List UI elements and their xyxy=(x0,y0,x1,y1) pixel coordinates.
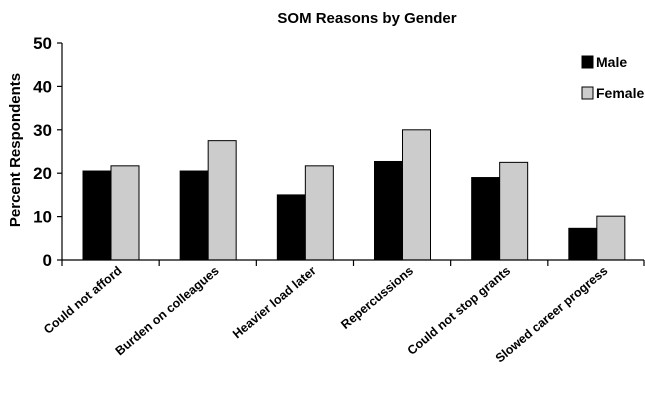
bar-male xyxy=(82,170,112,261)
chart-title: SOM Reasons by Gender xyxy=(277,10,456,27)
bar-male xyxy=(374,160,403,261)
y-tick-label: 20 xyxy=(33,164,52,183)
x-tick-label: Repercussions xyxy=(338,264,416,332)
legend-label-male: Male xyxy=(596,54,627,70)
legend-label-female: Female xyxy=(596,85,644,101)
bar-female xyxy=(110,165,140,261)
y-axis-label: Percent Respondents xyxy=(7,73,24,227)
axes xyxy=(61,43,645,266)
y-tick-label: 10 xyxy=(33,208,52,227)
y-tick-label: 50 xyxy=(33,34,52,53)
x-tick-label: Could not stop grants xyxy=(405,264,514,358)
x-tick-label: Could not afford xyxy=(41,264,124,337)
bar-female xyxy=(596,215,626,261)
bars xyxy=(82,129,626,261)
bar-male xyxy=(179,170,209,261)
bar-female xyxy=(207,140,237,261)
legend-swatch-male xyxy=(581,55,594,69)
legend: Male Female xyxy=(581,54,644,101)
bar-male xyxy=(568,227,598,261)
y-axis-ticks: 0 10 20 30 40 50 xyxy=(33,34,62,270)
x-tick-label: Heavier load later xyxy=(230,263,319,341)
bar-female xyxy=(499,161,529,261)
bar-female xyxy=(304,165,334,261)
bar-male xyxy=(471,177,501,261)
y-tick-label: 0 xyxy=(43,251,52,270)
y-tick-label: 40 xyxy=(33,77,52,96)
bar-male xyxy=(276,194,306,261)
legend-swatch-female xyxy=(581,86,594,100)
x-tick-label: Burden on colleagues xyxy=(113,264,222,359)
y-tick-label: 30 xyxy=(33,121,52,140)
bar-female xyxy=(402,129,431,261)
x-tick-label: Slowed career progress xyxy=(493,264,611,366)
